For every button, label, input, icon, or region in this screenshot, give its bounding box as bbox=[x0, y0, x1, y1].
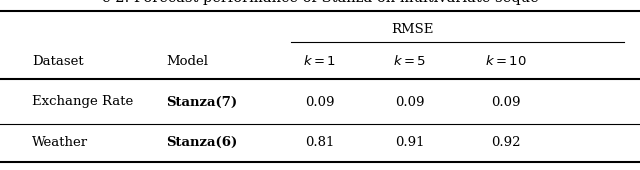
Text: $k = 1$: $k = 1$ bbox=[303, 54, 337, 68]
Text: Stanza(6): Stanza(6) bbox=[166, 136, 237, 149]
Text: Dataset: Dataset bbox=[32, 55, 84, 68]
Text: 0.09: 0.09 bbox=[305, 96, 335, 108]
Text: $k = 10$: $k = 10$ bbox=[484, 54, 527, 68]
Text: RMSE: RMSE bbox=[392, 23, 434, 36]
Text: 0.91: 0.91 bbox=[395, 136, 424, 149]
Text: 0.92: 0.92 bbox=[491, 136, 520, 149]
Text: Model: Model bbox=[166, 55, 209, 68]
Text: 0.09: 0.09 bbox=[395, 96, 424, 108]
Text: Exchange Rate: Exchange Rate bbox=[32, 96, 133, 108]
Text: Stanza(7): Stanza(7) bbox=[166, 96, 237, 108]
Text: 0.81: 0.81 bbox=[305, 136, 335, 149]
Text: $k = 5$: $k = 5$ bbox=[393, 54, 426, 68]
Text: Weather: Weather bbox=[32, 136, 88, 149]
Text: e 2: Forecast performance of Stanza on multivariate seque: e 2: Forecast performance of Stanza on m… bbox=[102, 0, 538, 5]
Text: 0.09: 0.09 bbox=[491, 96, 520, 108]
